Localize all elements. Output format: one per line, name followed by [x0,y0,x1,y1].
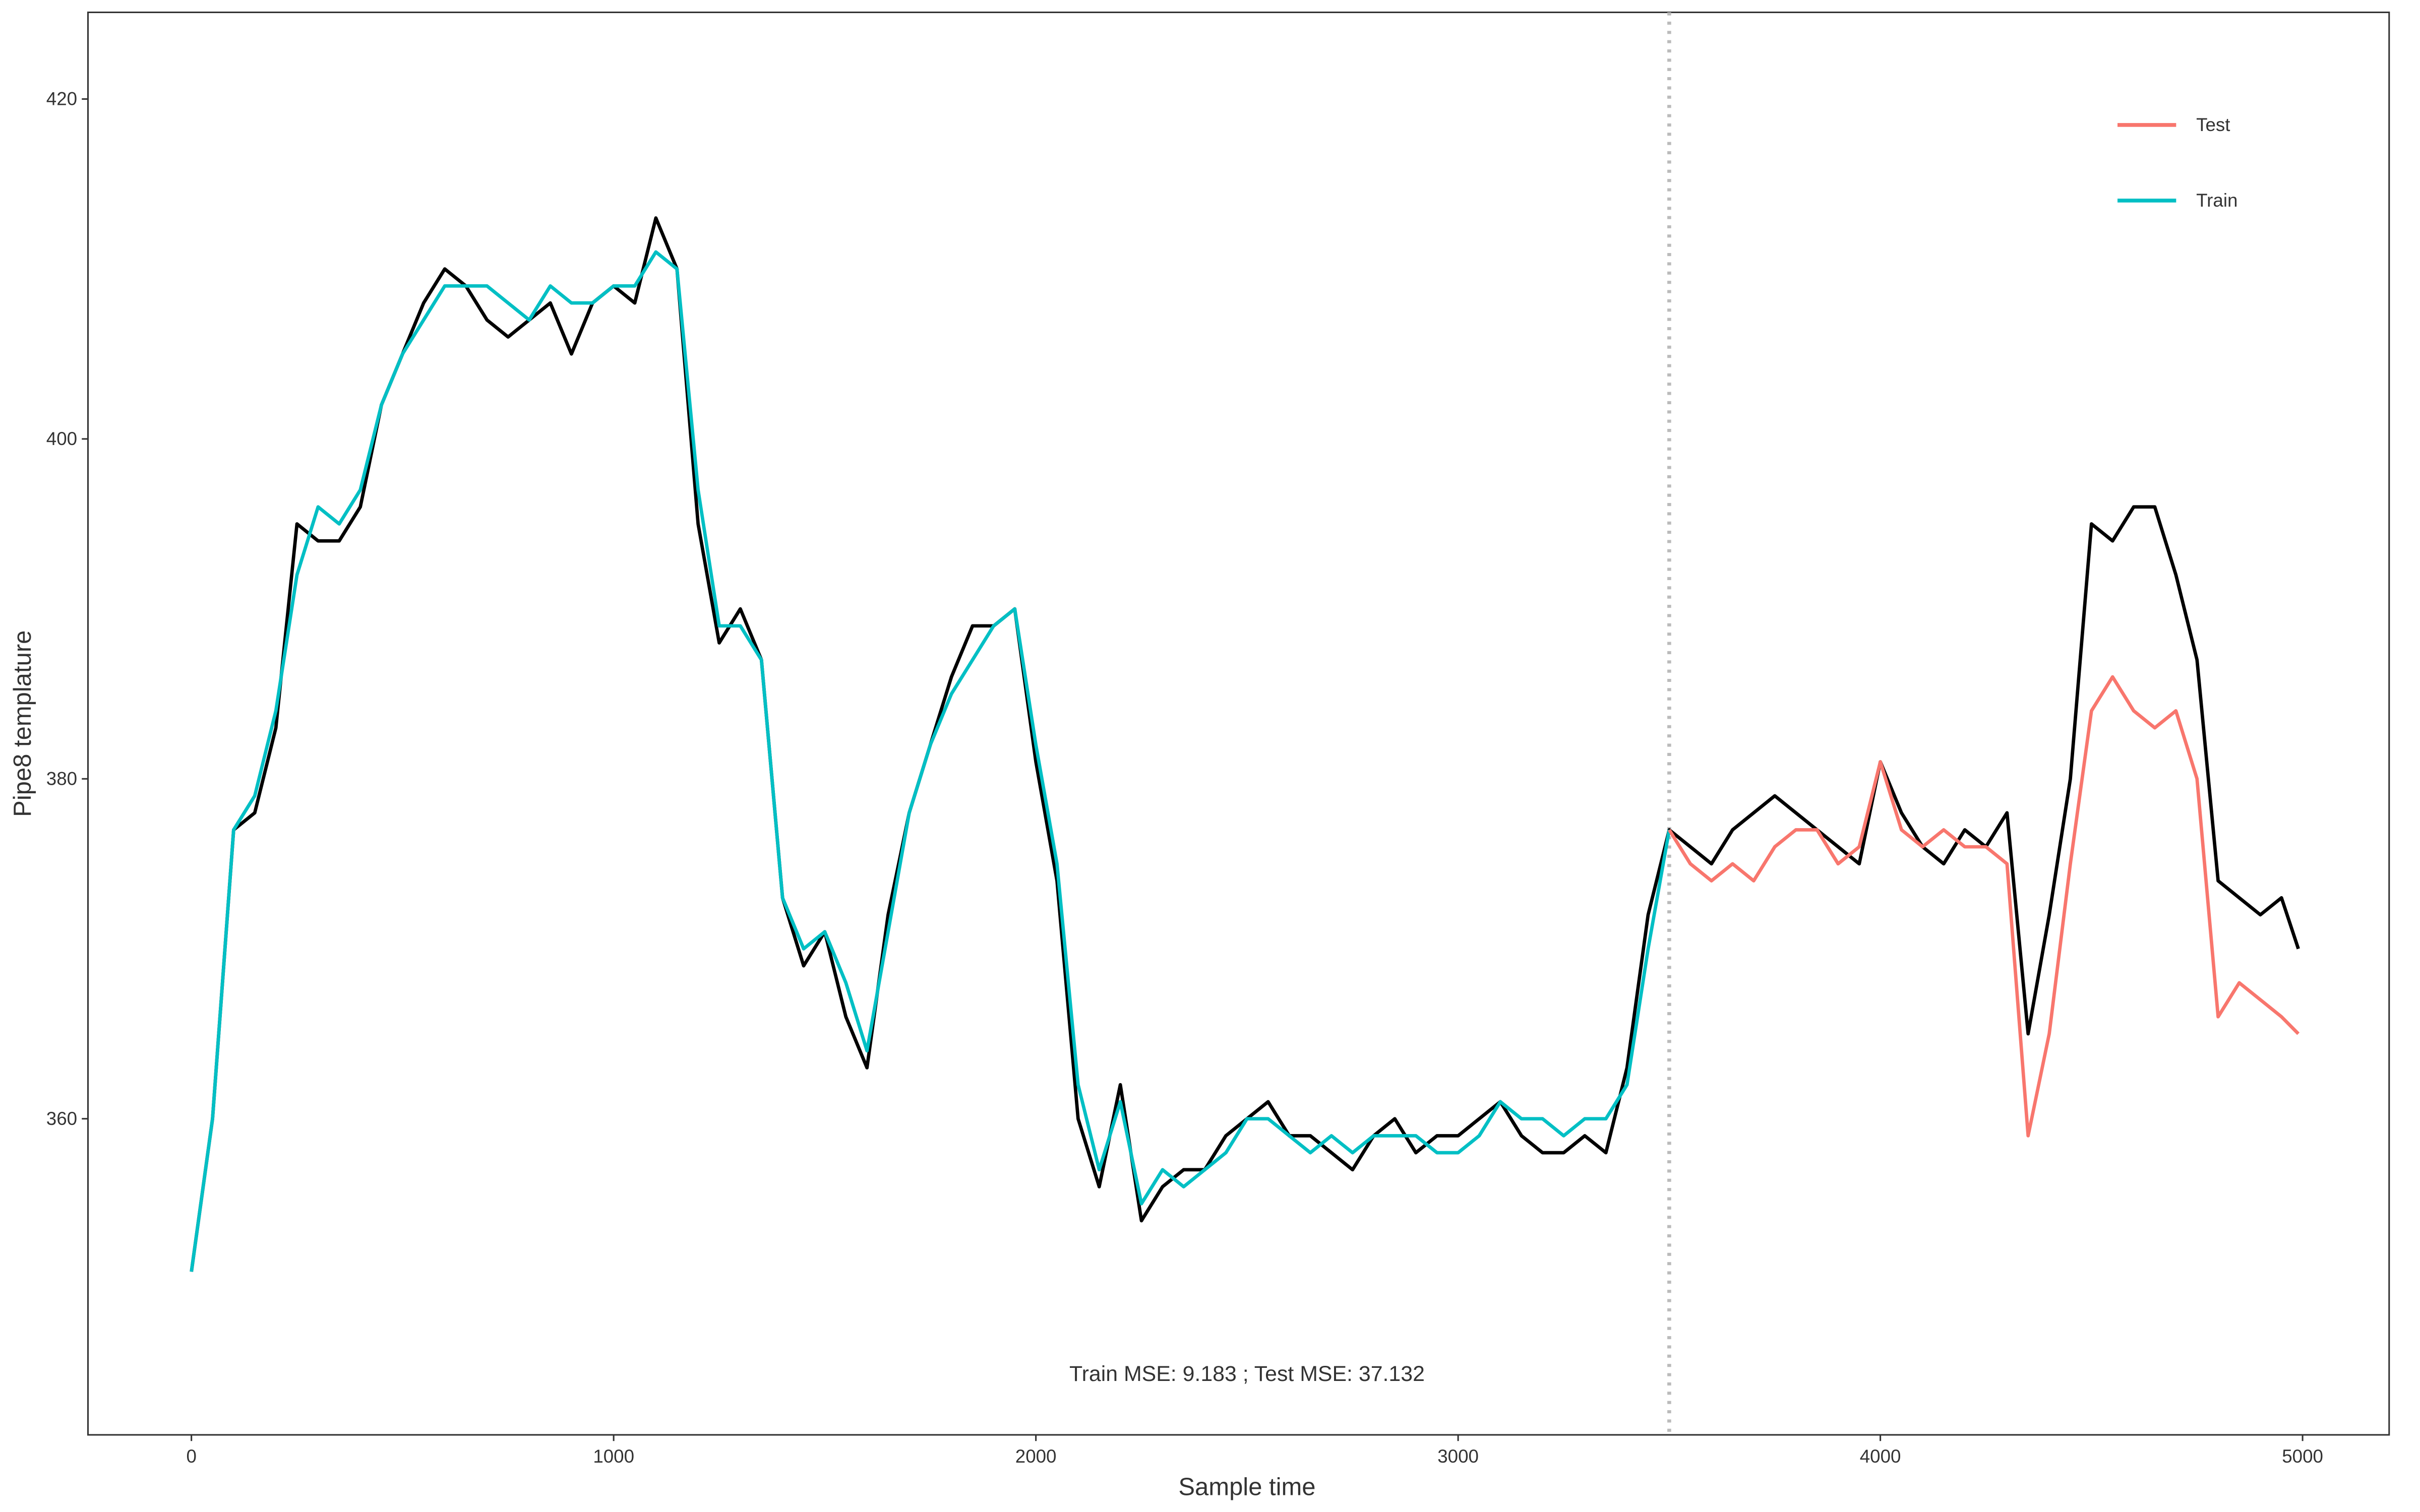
y-tick-label: 400 [46,428,77,449]
panel-border [87,11,2390,1436]
x-axis-title: Sample time [1178,1473,1315,1500]
x-tick-label: 4000 [1860,1446,1901,1467]
x-tick-label: 3000 [1437,1446,1479,1467]
x-tick-label: 1000 [593,1446,634,1467]
series-line [1668,675,2300,1138]
y-axis-title: Pipe8 templature [9,631,36,817]
annotation: Train MSE: 9.183 ; Test MSE: 37.132 [1069,1362,1425,1386]
x-tick-label: 5000 [2282,1446,2323,1467]
y-tick-label: 360 [46,1108,77,1129]
y-tick-label: 380 [46,769,77,789]
y-tick-label: 420 [46,89,77,109]
series-line [190,250,1671,1272]
legend-label: Train [2196,190,2237,211]
x-tick-label: 0 [186,1446,196,1467]
legend-label: Test [2196,114,2230,135]
x-tick-label: 2000 [1015,1446,1057,1467]
series-line [190,216,2300,1272]
